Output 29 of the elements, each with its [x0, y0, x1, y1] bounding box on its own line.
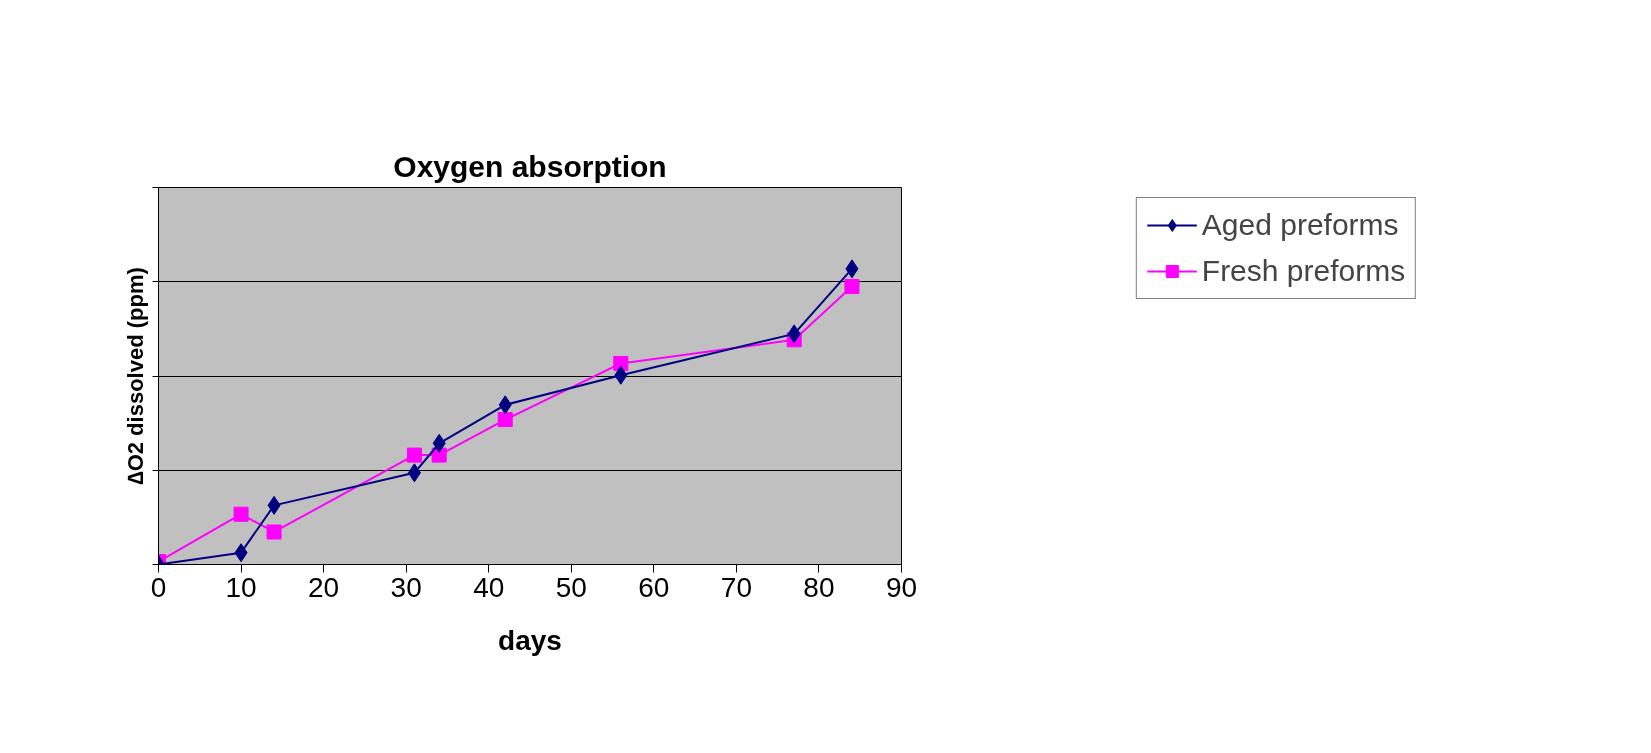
x-tick-label: 10	[225, 571, 257, 603]
point	[266, 524, 282, 540]
point	[234, 543, 248, 563]
x-tick-label: 50	[555, 571, 587, 603]
point	[787, 324, 801, 344]
x-tick-label: 80	[803, 571, 835, 603]
x-tick-label: 60	[638, 571, 670, 603]
point	[844, 279, 860, 295]
legend-label: Aged preforms	[1201, 208, 1399, 242]
x-tick-label: 70	[720, 571, 752, 603]
x-tick-label: 40	[473, 571, 505, 603]
x-tick-label: 90	[885, 571, 918, 603]
x-tick-label: 0	[150, 571, 167, 603]
point	[614, 365, 628, 385]
legend-label: Fresh preforms	[1201, 254, 1406, 288]
point	[432, 433, 446, 453]
x-axis-title: days	[498, 624, 562, 656]
point	[407, 463, 421, 483]
chart-title: Oxygen absorption	[393, 149, 667, 183]
point	[267, 495, 281, 515]
point	[497, 412, 513, 428]
x-tick-label: 20	[308, 571, 340, 603]
point	[498, 395, 512, 415]
point	[233, 506, 249, 522]
point	[845, 259, 859, 279]
y-axis-title: ∆O2 dissolved (ppm)	[122, 267, 148, 485]
x-tick-label: 30	[390, 571, 422, 603]
point	[613, 355, 629, 371]
point	[406, 447, 422, 463]
